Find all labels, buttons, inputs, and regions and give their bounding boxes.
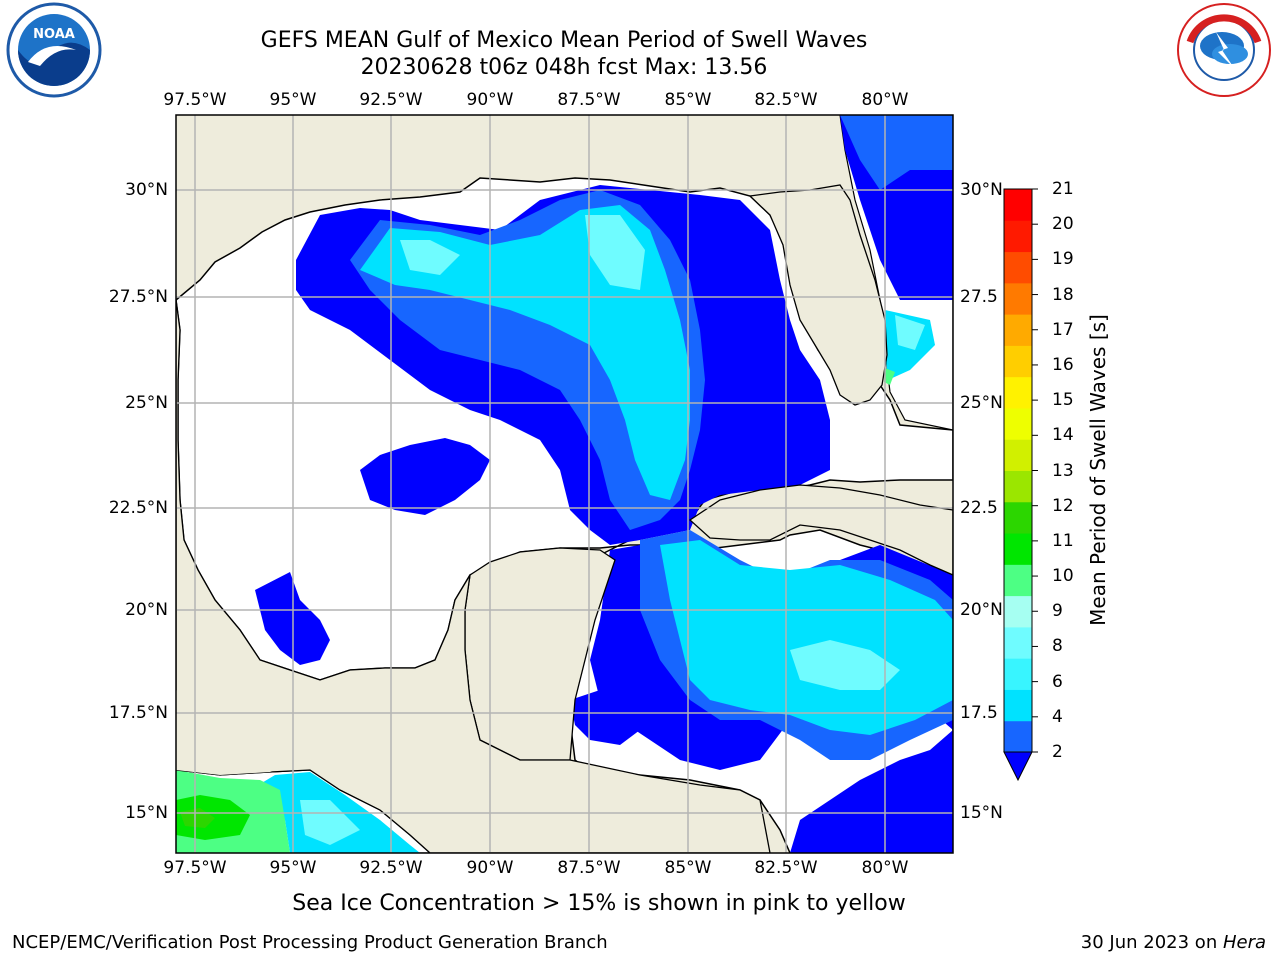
colorbar-swatch [1004,533,1032,565]
colorbar-swatch [1004,658,1032,690]
x-tick-bottom: 87.5°W [557,858,621,878]
colorbar-swatch [1004,189,1032,221]
swell-8-9-regions [300,215,925,845]
colorbar-swatch [1004,439,1032,471]
colorbar-swatch [1004,407,1032,440]
colorbar-tick-label: 21 [1052,179,1074,199]
colorbar-swatch [1004,345,1032,378]
colorbar-swatch [1004,595,1032,628]
y-tick-right: 22.5 [960,498,998,518]
colorbar-tick-label: 12 [1052,495,1074,516]
footer-date-text: 30 Jun 2023 on [1080,932,1223,953]
colorbar [1003,188,1038,782]
colorbar-swatch [1004,282,1032,315]
y-tick-left: 27.5°N [108,287,168,307]
colorbar-swatch [1004,251,1032,284]
colorbar-tick-label: 11 [1052,530,1074,551]
sea-ice-note-wrap: Sea Ice Concentration > 15% is shown in … [0,890,1280,918]
colorbar-tick-label: 15 [1052,390,1074,411]
footer-host: Hera [1222,932,1266,953]
sea-ice-note: Sea Ice Concentration > 15% is shown in … [292,891,906,916]
map-frame [175,114,954,854]
colorbar-tick-label: 20 [1052,214,1074,235]
x-tick-bottom: 97.5°W [163,858,227,878]
colorbar-tick-label: 18 [1052,284,1074,305]
x-tick-top: 95°W [269,90,317,110]
x-tick-top: 92.5°W [359,90,423,110]
colorbar-tick-label: 4 [1052,706,1063,727]
nws-logo [1176,2,1272,98]
footer-credit: NCEP/EMC/Verification Post Processing Pr… [12,932,608,953]
colorbar-tick-label: 17 [1052,319,1074,340]
colorbar-swatch [1004,626,1032,659]
florida-land [748,184,888,406]
y-tick-left: 15°N [125,803,168,823]
colorbar-label: Mean Period of Swell Waves [s] [1086,314,1110,626]
y-tick-left: 20°N [125,600,168,620]
noaa-logo: NOAA [6,2,102,98]
colorbar-swatch [1004,564,1032,597]
central-america-land [176,690,300,775]
gridlines [176,115,953,853]
y-tick-left: 22.5°N [108,498,168,518]
colorbar-under-arrow [1003,751,1033,782]
y-tick-right: 30°N [960,180,1003,200]
x-tick-bottom: 90°W [466,858,514,878]
colorbar-tick-label: 16 [1052,354,1074,375]
colorbar-swatch [1004,720,1032,753]
x-tick-top: 82.5°W [754,90,818,110]
x-tick-bottom: 80°W [861,858,909,878]
chart-title-line1: GEFS MEAN Gulf of Mexico Mean Period of … [260,28,868,53]
x-tick-top: 90°W [466,90,514,110]
y-tick-left: 17.5°N [108,703,168,723]
x-tick-top: 87.5°W [557,90,621,110]
y-tick-right: 17.5 [960,703,998,723]
colorbar-tick-label: 19 [1052,249,1074,270]
x-tick-bottom: 95°W [269,858,317,878]
colorbar-swatch [1004,470,1032,503]
x-tick-bottom: 82.5°W [754,858,818,878]
map-area [176,115,953,853]
chart-title-line2: 20230628 t06z 048h fcst Max: 13.56 [360,55,768,80]
x-tick-top: 80°W [861,90,909,110]
y-tick-left: 30°N [125,180,168,200]
y-tick-right: 25°N [960,393,1003,413]
colorbar-swatch [1004,220,1032,253]
colorbar-swatch [1004,314,1032,346]
colorbar-tick-label: 6 [1052,671,1063,692]
y-tick-left: 25°N [125,393,168,413]
colorbar-tick-label: 8 [1052,636,1063,657]
y-tick-right: 20°N [960,600,1003,620]
colorbar-swatch [1004,689,1032,722]
y-tick-right: 15°N [960,803,1003,823]
footer-date: 30 Jun 2023 on Hera [1081,932,1266,954]
x-tick-bottom: 92.5°W [359,858,423,878]
colorbar-swatch [1004,376,1032,409]
x-tick-top: 97.5°W [163,90,227,110]
x-tick-top: 85°W [664,90,712,110]
y-tick-right: 27.5 [960,287,998,307]
colorbar-tick-label: 9 [1052,601,1063,622]
x-tick-bottom: 85°W [664,858,712,878]
colorbar-tick-label: 10 [1052,566,1074,587]
colorbar-tick-label: 14 [1052,425,1074,446]
colorbar-tick-label: 2 [1052,742,1063,762]
svg-text:NOAA: NOAA [33,27,75,42]
colorbar-tick-label: 13 [1052,460,1074,481]
colorbar-swatch [1004,501,1032,534]
